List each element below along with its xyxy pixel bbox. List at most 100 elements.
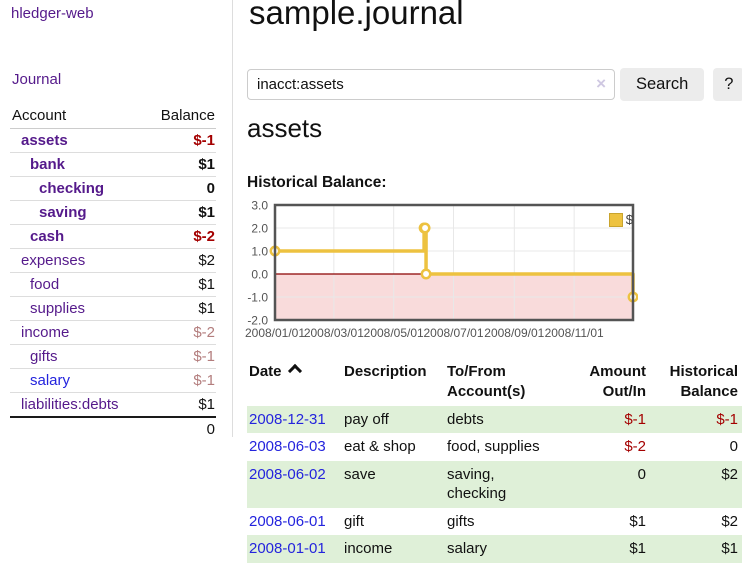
svg-text:2008/05/01: 2008/05/01 [364, 326, 424, 340]
transaction-description: pay off [342, 405, 445, 434]
transaction-accounts: gifts [447, 512, 475, 530]
register-row: 2008-06-03 eat & shop food, supplies $-2… [247, 433, 742, 461]
col-historical-balance: Historical Balance [669, 363, 738, 400]
historical-balance-chart: 3.0 2.0 1.0 0.0 -1.0 -2.0 2008/01/01 2008/03/01… [240, 201, 638, 349]
chart-legend: $ [608, 212, 633, 227]
transaction-date-link[interactable]: 2008-06-03 [249, 438, 326, 456]
transaction-balance: $2 [648, 460, 742, 508]
account-balance: $-2 [144, 224, 216, 249]
account-link-salary[interactable]: salary [30, 372, 71, 389]
account-balance: $2 [144, 248, 216, 273]
transaction-date-link[interactable]: 2008-06-02 [249, 465, 326, 483]
register-table: Date Description To/From Account(s) Amou… [247, 356, 742, 563]
app-brand-link[interactable]: hledger-web [11, 5, 94, 22]
svg-text:2008/11/01: 2008/11/01 [545, 326, 604, 340]
svg-text:3.0: 3.0 [251, 201, 268, 213]
search-form: × Search ? [247, 68, 742, 101]
register-row: 2008-12-31 pay off debts $-1 $-1 [247, 405, 742, 434]
account-row-cash: cash $-2 [10, 224, 216, 249]
col-description: Description [344, 363, 427, 380]
transaction-description: income [342, 535, 445, 563]
accounts-col-account: Account [10, 103, 145, 129]
account-balance: $1 [144, 296, 216, 321]
svg-text:2008/01/01: 2008/01/01 [245, 326, 305, 340]
transaction-balance: 0 [729, 438, 738, 456]
sidebar-item-journal[interactable]: Journal [12, 71, 62, 88]
account-row-food: food $1 [10, 272, 216, 297]
register-header-row: Date Description To/From Account(s) Amou… [247, 356, 742, 406]
account-link-supplies[interactable]: supplies [30, 300, 86, 317]
svg-text:2008/09/01: 2008/09/01 [484, 326, 544, 340]
accounts-total-row: 0 [10, 416, 216, 441]
svg-text:-1.0: -1.0 [247, 291, 268, 305]
transaction-date-link[interactable]: 2008-06-01 [249, 512, 326, 530]
transaction-accounts: debts [445, 405, 563, 434]
register-row: 2008-01-01 income salary $1 $1 [247, 535, 742, 563]
account-link-gifts[interactable]: gifts [30, 348, 58, 365]
sort-ascending-icon [287, 363, 302, 379]
transaction-description: eat & shop [344, 438, 416, 456]
legend-swatch-icon [608, 212, 623, 227]
search-input[interactable] [247, 69, 615, 100]
svg-text:0.0: 0.0 [251, 268, 268, 282]
account-link-bank[interactable]: bank [30, 156, 66, 173]
transaction-amount: $1 [563, 535, 648, 563]
accounts-col-balance: Balance [144, 103, 216, 129]
svg-text:-2.0: -2.0 [247, 314, 268, 328]
transaction-balance: $2 [721, 512, 738, 530]
transaction-description: gift [344, 512, 365, 530]
account-link-checking[interactable]: checking [39, 180, 105, 197]
account-link-cash[interactable]: cash [30, 228, 65, 245]
account-link-food[interactable]: food [30, 276, 60, 293]
svg-text:1.0: 1.0 [251, 245, 268, 259]
transaction-description: save [342, 460, 445, 508]
account-balance: $1 [144, 200, 216, 225]
account-balance: $-2 [144, 320, 216, 345]
account-row-expenses: expenses $2 [10, 248, 216, 273]
account-row-liabilities-debts: liabilities:debts $1 [10, 392, 216, 417]
transaction-accounts: salary [445, 535, 563, 563]
legend-label: $ [625, 212, 633, 227]
col-amount-outin: Amount Out/In [589, 363, 646, 400]
account-row-income: income $-2 [10, 320, 216, 345]
register-row: 2008-06-01 gift gifts $1 $2 [247, 508, 742, 536]
account-link-saving[interactable]: saving [39, 204, 87, 221]
account-link-liabilities-debts[interactable]: liabilities:debts [21, 396, 119, 413]
account-link-assets[interactable]: assets [21, 132, 68, 149]
transaction-date-link[interactable]: 2008-12-31 [249, 410, 326, 428]
transaction-amount: $1 [629, 512, 646, 530]
account-balance: $-1 [193, 132, 215, 149]
accounts-tree-table: Account Balance assets $-1 bank $1 check… [10, 103, 216, 441]
svg-text:2008/03/01: 2008/03/01 [304, 326, 364, 340]
transaction-balance: $-1 [648, 405, 742, 434]
account-balance: 0 [144, 176, 216, 201]
account-link-income[interactable]: income [21, 324, 70, 341]
search-button[interactable]: Search [620, 68, 705, 101]
col-date: Date [247, 356, 342, 406]
transaction-balance: $1 [648, 535, 742, 563]
account-row-gifts: gifts $-1 [10, 344, 216, 369]
account-balance: $1 [144, 392, 216, 417]
account-row-saving: saving $1 [10, 200, 216, 225]
transaction-accounts: saving, checking [445, 460, 563, 508]
transaction-amount: $-1 [563, 405, 648, 434]
page-title: sample.journal [249, 0, 464, 31]
account-row-assets: assets $-1 [10, 129, 216, 153]
account-row-checking: checking 0 [10, 176, 216, 201]
account-heading: assets [247, 113, 323, 143]
account-row-bank: bank $1 [10, 152, 216, 177]
accounts-total-value: 0 [144, 416, 216, 441]
transaction-amount: 0 [563, 460, 648, 508]
account-link-expenses[interactable]: expenses [21, 252, 86, 269]
transaction-date-link[interactable]: 2008-01-01 [249, 540, 326, 558]
account-balance: $-1 [144, 344, 216, 369]
svg-text:2008/07/01: 2008/07/01 [423, 326, 483, 340]
account-balance: $-1 [144, 368, 216, 393]
account-row-salary: salary $-1 [10, 368, 216, 393]
help-button[interactable]: ? [713, 68, 742, 101]
transaction-amount: $-2 [624, 438, 646, 456]
chart-title: Historical Balance: [247, 174, 387, 191]
sidebar: hledger-web Journal Account Balance asse… [0, 0, 233, 441]
clear-search-icon[interactable]: × [596, 74, 606, 93]
transaction-accounts: food, supplies [447, 438, 540, 456]
